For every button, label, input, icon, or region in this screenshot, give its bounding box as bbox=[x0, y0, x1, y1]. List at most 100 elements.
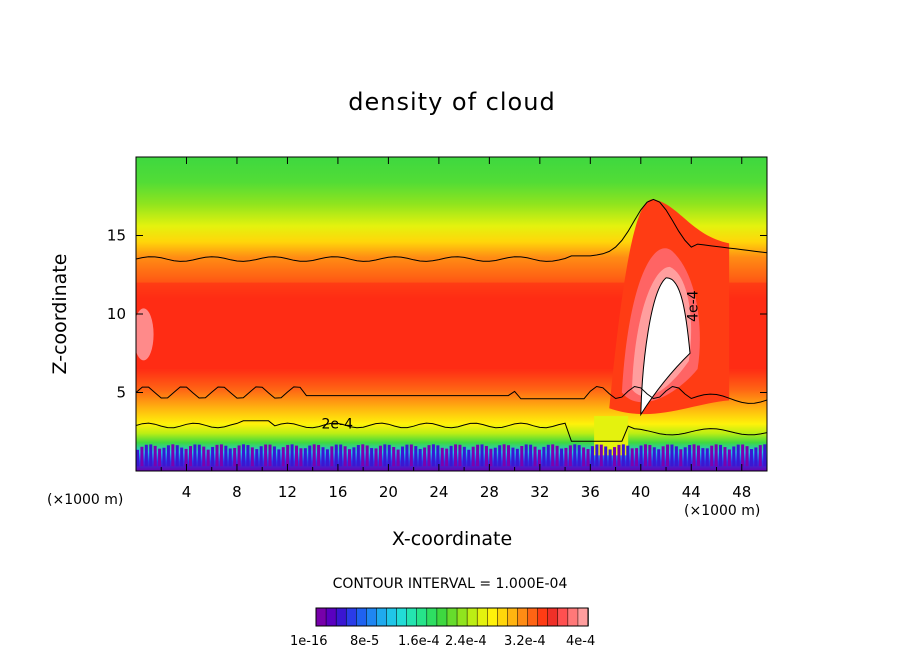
surface-noise bbox=[299, 448, 303, 467]
surface-noise bbox=[321, 447, 325, 467]
surface-noise bbox=[635, 448, 639, 467]
surface-noise bbox=[264, 444, 268, 467]
surface-noise bbox=[436, 445, 440, 467]
x-tick-label: 32 bbox=[530, 483, 549, 501]
surface-noise bbox=[529, 444, 533, 467]
surface-noise bbox=[696, 445, 700, 467]
surface-noise bbox=[736, 444, 740, 467]
surface-noise bbox=[467, 449, 471, 467]
colorbar-swatch bbox=[406, 607, 418, 627]
surface-noise bbox=[679, 449, 683, 467]
surface-noise bbox=[754, 447, 758, 467]
surface-noise bbox=[630, 448, 634, 467]
x-tick-label: 16 bbox=[328, 483, 347, 501]
colorbar-swatch bbox=[547, 607, 559, 627]
surface-noise bbox=[180, 447, 184, 467]
surface-noise bbox=[758, 445, 762, 467]
x-tick-label: 8 bbox=[232, 483, 242, 501]
surface-noise bbox=[308, 445, 312, 467]
surface-noise bbox=[356, 445, 360, 467]
surface-noise bbox=[330, 446, 334, 467]
surface-noise bbox=[427, 445, 431, 467]
colorbar-tick-label: 1.6e-4 bbox=[398, 634, 440, 649]
contour-line-lower bbox=[136, 385, 767, 404]
surface-noise bbox=[175, 445, 179, 467]
surface-noise bbox=[714, 444, 718, 467]
surface-noise bbox=[533, 446, 537, 467]
surface-noise bbox=[670, 444, 674, 467]
surface-noise bbox=[242, 444, 246, 467]
colorbar-swatch bbox=[386, 607, 398, 627]
surface-noise bbox=[317, 444, 321, 467]
surface-noise bbox=[568, 445, 572, 467]
colorbar-swatch bbox=[345, 607, 358, 627]
contour-interval-label: CONTOUR INTERVAL = 1.000E-04 bbox=[332, 576, 568, 592]
surface-noise bbox=[595, 444, 599, 467]
surface-noise bbox=[387, 444, 391, 467]
x-tick-label: 28 bbox=[480, 483, 499, 501]
surface-noise bbox=[520, 445, 524, 467]
surface-noise bbox=[674, 446, 678, 467]
surface-noise bbox=[423, 447, 427, 467]
x-tick-label: 24 bbox=[429, 483, 448, 501]
surface-noise bbox=[763, 444, 767, 467]
colorbar-swatch bbox=[557, 607, 569, 627]
colorbar-tick-label: 3.2e-4 bbox=[504, 634, 546, 649]
surface-noise bbox=[184, 448, 188, 467]
surface-noise bbox=[507, 445, 511, 467]
colorbar-swatch bbox=[446, 607, 458, 627]
surface-noise bbox=[334, 444, 338, 467]
surface-noise bbox=[153, 445, 157, 467]
colorbar-swatch bbox=[335, 607, 347, 627]
surface-noise bbox=[259, 446, 263, 467]
surface-noise bbox=[370, 448, 374, 467]
surface-noise bbox=[189, 446, 193, 467]
surface-noise bbox=[621, 444, 625, 467]
surface-noise bbox=[162, 447, 166, 467]
x-axis-label: X-coordinate bbox=[391, 528, 513, 550]
surface-noise bbox=[197, 444, 201, 467]
surface-noise bbox=[401, 446, 405, 467]
surface-noise bbox=[449, 445, 453, 467]
surface-noise bbox=[458, 444, 462, 467]
surface-noise bbox=[489, 448, 493, 467]
surface-noise bbox=[560, 448, 564, 467]
colorbar-swatch bbox=[517, 607, 529, 627]
x-tick-label: 44 bbox=[682, 483, 701, 501]
surface-noise bbox=[409, 444, 413, 467]
x-tick-label: 20 bbox=[379, 483, 398, 501]
surface-noise bbox=[374, 448, 378, 467]
surface-noise bbox=[303, 448, 307, 467]
surface-noise bbox=[599, 444, 603, 467]
colorbar-swatch bbox=[497, 607, 509, 627]
surface-noise bbox=[643, 444, 647, 467]
surface-noise bbox=[158, 448, 162, 467]
surface-noise bbox=[502, 444, 506, 467]
colorbar-swatch bbox=[325, 607, 337, 627]
surface-noise bbox=[255, 449, 259, 467]
surface-noise bbox=[431, 444, 435, 467]
surface-noise bbox=[590, 446, 594, 467]
surface-noise bbox=[414, 446, 418, 467]
surface-noise bbox=[286, 444, 290, 467]
surface-noise bbox=[378, 445, 382, 467]
colorbar-swatch bbox=[315, 607, 327, 627]
colorbar-swatch bbox=[366, 607, 378, 627]
surface-noise bbox=[652, 447, 656, 467]
y-tick-label: 10 bbox=[107, 305, 126, 323]
surface-noise bbox=[136, 449, 139, 467]
surface-noise bbox=[524, 444, 528, 467]
surface-noise bbox=[546, 444, 550, 467]
surface-noise bbox=[144, 444, 148, 467]
colorbar-swatch bbox=[567, 607, 579, 627]
surface-noise bbox=[166, 445, 170, 467]
surface-noise bbox=[688, 444, 692, 467]
surface-noise bbox=[295, 445, 299, 467]
surface-noise bbox=[277, 449, 281, 467]
colorbar-swatch bbox=[426, 607, 438, 627]
colorbar-tick-label: 2.4e-4 bbox=[445, 634, 487, 649]
surface-noise bbox=[732, 446, 736, 467]
surface-noise bbox=[202, 446, 206, 467]
contour-label-2e-4: 2e-4 bbox=[322, 417, 354, 433]
